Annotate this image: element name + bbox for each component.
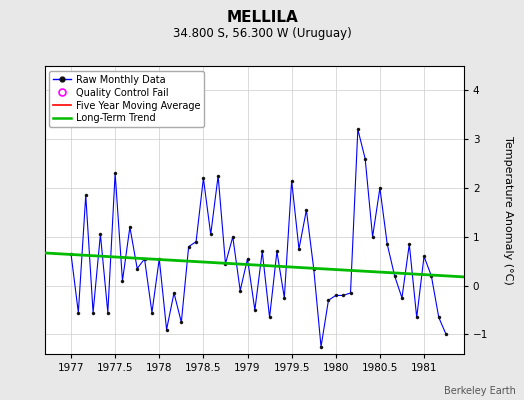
- Text: 34.800 S, 56.300 W (Uruguay): 34.800 S, 56.300 W (Uruguay): [172, 27, 352, 40]
- Text: MELLILA: MELLILA: [226, 10, 298, 25]
- Text: Berkeley Earth: Berkeley Earth: [444, 386, 516, 396]
- Text: Temperature Anomaly (°C): Temperature Anomaly (°C): [503, 136, 514, 284]
- Legend: Raw Monthly Data, Quality Control Fail, Five Year Moving Average, Long-Term Tren: Raw Monthly Data, Quality Control Fail, …: [49, 71, 204, 127]
